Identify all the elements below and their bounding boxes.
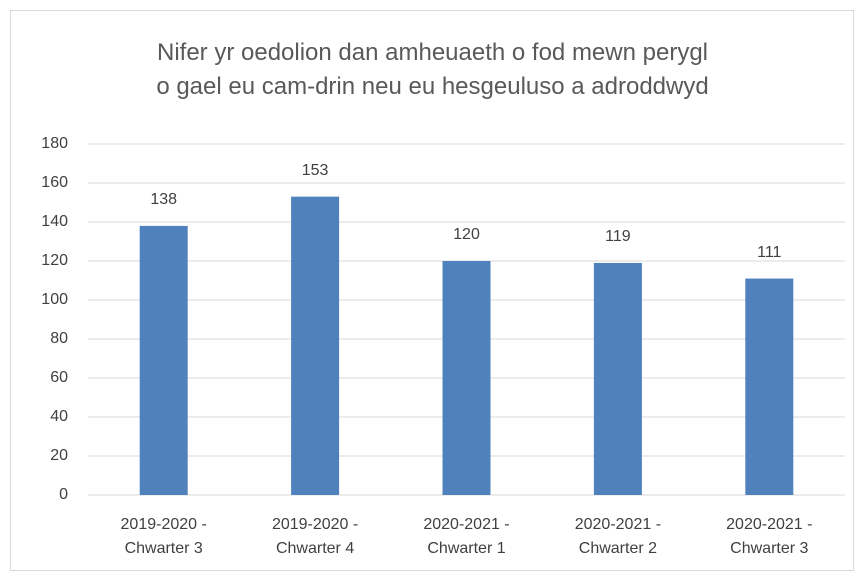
y-tick-label: 40	[50, 408, 68, 425]
y-tick-label: 160	[41, 174, 68, 191]
y-tick-label: 100	[41, 291, 68, 308]
bar	[593, 262, 642, 495]
chart-title: Nifer yr oedolion dan amheuaeth o fod me…	[156, 39, 709, 100]
y-tick-label: 120	[41, 252, 68, 269]
x-tick-label: 2019-2020 - Chwarter 3	[120, 516, 207, 557]
chart-frame	[10, 10, 854, 571]
y-tick-label: 60	[50, 369, 68, 386]
bar	[442, 261, 491, 495]
data-label: 111	[757, 243, 782, 261]
data-label: 153	[301, 161, 329, 179]
bar	[745, 278, 794, 495]
data-label: 119	[605, 227, 631, 245]
x-tick-label: 2020-2021 - Chwarter 2	[574, 516, 662, 557]
data-label: 138	[150, 190, 178, 208]
bar	[291, 196, 340, 495]
data-label: 120	[453, 226, 480, 243]
x-tick-label: 2019-2020 - Chwarter 4	[271, 516, 359, 557]
x-tick-label: 2020-2021 - Chwarter 3	[726, 516, 813, 557]
y-tick-label: 80	[50, 330, 68, 347]
y-tick-label: 180	[41, 135, 68, 152]
y-tick-label: 140	[41, 213, 68, 230]
x-tick-label: 2020-2021 - Chwarter 1	[423, 516, 510, 557]
y-tick-label: 20	[50, 447, 68, 464]
bar	[139, 225, 188, 495]
y-tick-label: 0	[59, 486, 68, 503]
